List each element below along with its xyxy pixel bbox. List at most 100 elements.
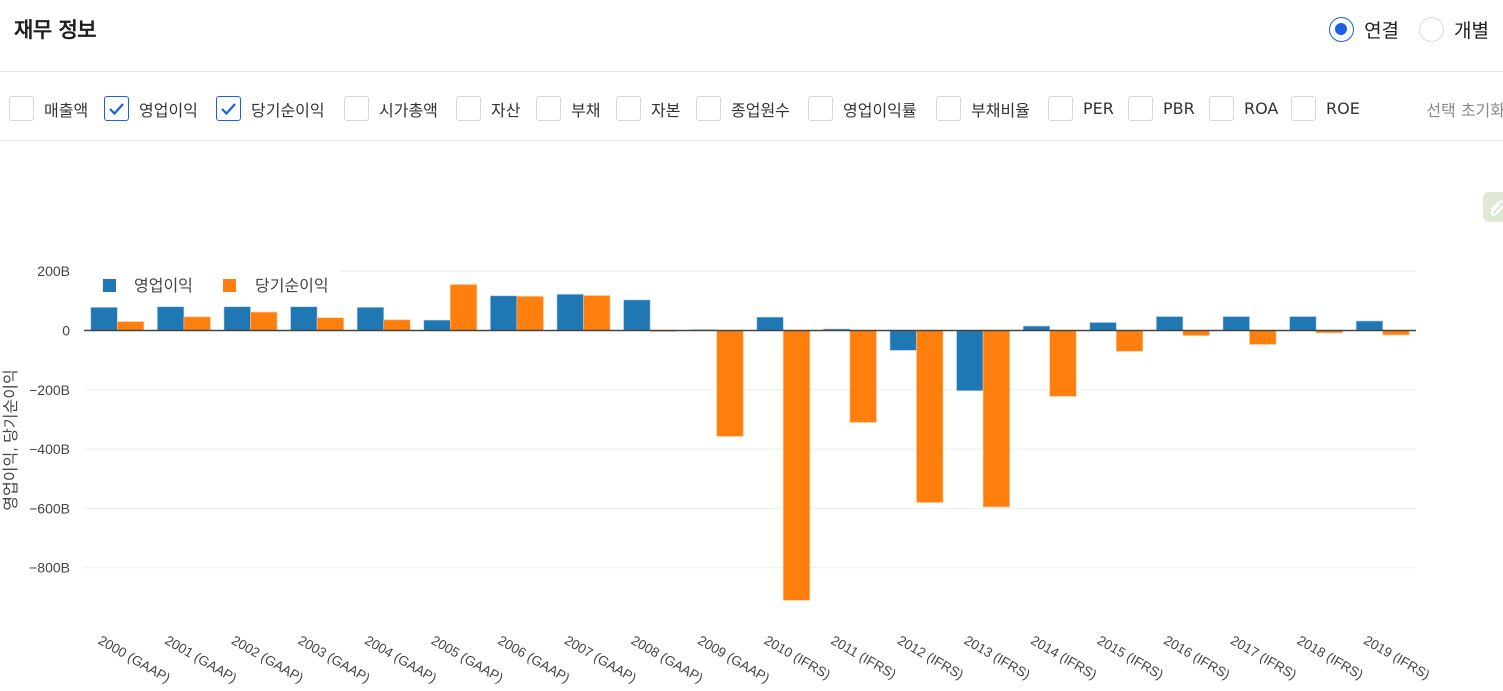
bar[interactable] — [716, 330, 744, 437]
radio-consolidated[interactable]: 연결 — [1329, 16, 1399, 43]
x-tick-label: 2014 (IFRS) — [1028, 633, 1099, 683]
checkbox-label: ROA — [1244, 99, 1279, 118]
x-tick-label: 2018 (IFRS) — [1295, 633, 1366, 683]
x-tick-label: 2016 (IFRS) — [1161, 633, 1232, 683]
x-tick-label: 2002 (GAAP) — [229, 633, 306, 686]
checkbox-revenue[interactable]: 매출액 — [9, 96, 88, 121]
bar[interactable] — [583, 295, 611, 331]
checkbox-label: 영업이익률 — [843, 100, 917, 120]
checkbox-debt-ratio[interactable]: 부채비율 — [936, 96, 1030, 121]
bar[interactable] — [356, 307, 385, 331]
checkbox-box[interactable] — [9, 96, 34, 121]
radio-consolidated-label: 연결 — [1364, 20, 1400, 42]
checkbox-box[interactable] — [1128, 96, 1153, 121]
checkbox-box[interactable] — [344, 96, 369, 121]
bar[interactable] — [1116, 330, 1144, 352]
statement-type-radio-group: 연결 개별 — [1315, 16, 1489, 43]
bar[interactable] — [889, 330, 917, 351]
x-tick-label: 2010 (IFRS) — [762, 633, 833, 683]
radio-separate-circle[interactable] — [1419, 17, 1445, 42]
bar[interactable] — [849, 330, 877, 423]
checkbox-box[interactable] — [536, 96, 561, 121]
bar[interactable] — [982, 330, 1010, 508]
checkbox-roa[interactable]: ROA — [1209, 96, 1278, 121]
checkbox-pbr[interactable]: PBR — [1128, 96, 1195, 121]
bar[interactable] — [1156, 316, 1184, 331]
bar[interactable] — [449, 284, 478, 331]
x-tick-label: 2019 (IFRS) — [1361, 633, 1432, 683]
y-tick-label: 200B — [37, 263, 70, 279]
checkbox-liabilities[interactable]: 부채 — [536, 96, 600, 121]
checkbox-label: 종업원수 — [731, 100, 790, 120]
bar[interactable] — [756, 316, 784, 331]
bar[interactable] — [423, 319, 451, 331]
bar[interactable] — [623, 299, 651, 331]
bar[interactable] — [1222, 316, 1250, 331]
legend-swatch[interactable] — [103, 279, 116, 292]
checkbox-box[interactable] — [1209, 96, 1234, 121]
legend-label[interactable]: 당기순이익 — [255, 277, 329, 295]
radio-separate[interactable]: 개별 — [1419, 16, 1489, 43]
bar[interactable] — [157, 306, 185, 331]
x-tick-label: 2015 (IFRS) — [1095, 633, 1166, 683]
checkbox-operating-profit[interactable]: 영업이익 — [104, 96, 198, 121]
bar[interactable] — [1089, 322, 1117, 331]
bar[interactable] — [516, 296, 544, 331]
y-tick-label: −400B — [29, 441, 70, 457]
bar[interactable] — [223, 306, 251, 331]
bar[interactable] — [290, 306, 318, 331]
check-icon — [221, 103, 236, 116]
checkbox-label: 자산 — [491, 100, 521, 120]
bar[interactable] — [956, 330, 984, 391]
checkbox-box[interactable] — [616, 96, 641, 121]
attachment-button[interactable] — [1483, 192, 1503, 222]
checkbox-label: 부채 — [571, 100, 601, 120]
checkbox-box[interactable] — [936, 96, 961, 121]
checkbox-label: 시가총액 — [379, 100, 438, 120]
checkbox-box[interactable] — [808, 96, 833, 121]
checkbox-box[interactable] — [104, 96, 129, 121]
checkbox-market-cap[interactable]: 시가총액 — [344, 96, 438, 121]
reset-selection-button[interactable]: 선택 초기화 — [1426, 101, 1503, 120]
checkbox-box[interactable] — [696, 96, 721, 121]
bar[interactable] — [316, 317, 344, 331]
page-title: 재무 정보 — [14, 18, 97, 42]
bar[interactable] — [782, 330, 811, 601]
x-tick-label: 2011 (IFRS) — [828, 633, 898, 682]
bar[interactable] — [1355, 320, 1383, 331]
bar[interactable] — [1249, 330, 1277, 345]
checkbox-box[interactable] — [1291, 96, 1316, 121]
checkbox-equity[interactable]: 자본 — [616, 96, 680, 121]
checkbox-net-income[interactable]: 당기순이익 — [216, 96, 325, 121]
legend-swatch[interactable] — [223, 279, 236, 292]
checkbox-assets[interactable]: 자산 — [456, 96, 520, 121]
bar[interactable] — [916, 330, 944, 503]
checkbox-operating-margin[interactable]: 영업이익률 — [808, 96, 917, 121]
radio-consolidated-circle[interactable] — [1329, 17, 1355, 42]
bar[interactable] — [383, 319, 411, 331]
legend-label[interactable]: 영업이익 — [134, 277, 193, 295]
bar[interactable] — [117, 321, 145, 331]
check-icon — [109, 103, 124, 116]
bar[interactable] — [1049, 330, 1077, 397]
x-tick-label: 2009 (GAAP) — [695, 633, 772, 686]
x-tick-label: 2004 (GAAP) — [362, 633, 439, 686]
y-tick-label: 0 — [62, 323, 70, 339]
bar[interactable] — [250, 311, 278, 331]
bar[interactable] — [556, 294, 584, 331]
checkbox-employees[interactable]: 종업원수 — [696, 96, 790, 121]
checkbox-box[interactable] — [216, 96, 241, 121]
y-tick-label: −200B — [29, 382, 70, 398]
bar[interactable] — [183, 316, 211, 331]
checkbox-roe[interactable]: ROE — [1291, 96, 1360, 121]
checkbox-box[interactable] — [456, 96, 481, 121]
y-tick-label: −800B — [29, 560, 70, 576]
x-tick-label: 2012 (IFRS) — [895, 633, 966, 683]
x-tick-label: 2007 (GAAP) — [562, 633, 639, 686]
checkbox-box[interactable] — [1048, 96, 1073, 121]
bar[interactable] — [90, 307, 118, 331]
bar[interactable] — [490, 295, 518, 331]
bar[interactable] — [1289, 316, 1317, 331]
header: 재무 정보 연결 개별 — [0, 0, 1503, 72]
checkbox-per[interactable]: PER — [1048, 96, 1114, 121]
